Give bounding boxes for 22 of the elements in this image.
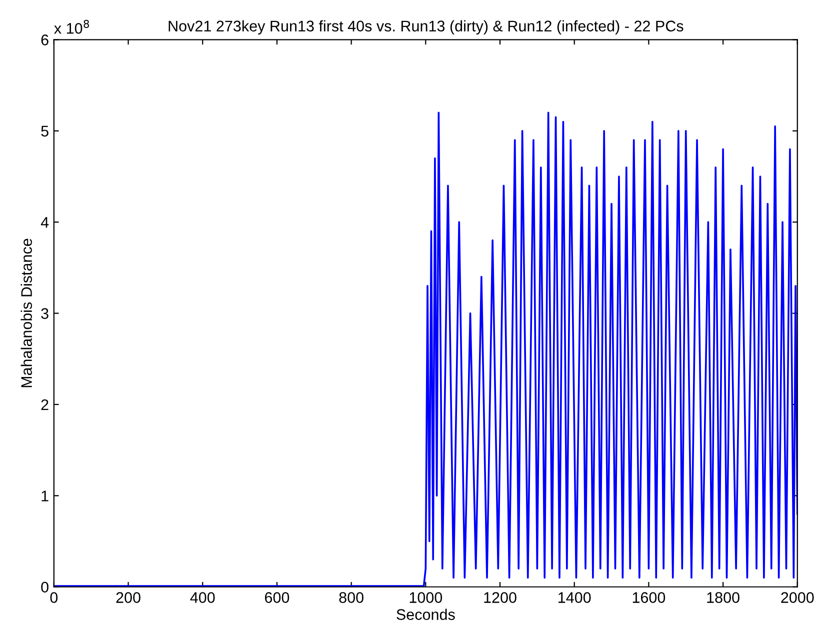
- x-tick-label: 1600: [632, 592, 666, 603]
- y-tick-label: 2: [41, 399, 48, 410]
- x-tick-label: 400: [190, 592, 215, 603]
- x-tick-label: 1400: [558, 592, 591, 603]
- x-tick-label: 200: [116, 592, 140, 603]
- y-tick-label: 6: [41, 34, 48, 46]
- y-tick-label: 1: [42, 490, 48, 502]
- x-tick-label: 0: [50, 592, 58, 603]
- chart-title: Nov21 273key Run13 first 40s vs. Run13 (dirty) & Run12 (infected) - 22 PCs: [168, 20, 684, 35]
- x-tick-label: 1200: [484, 592, 516, 603]
- x-tick-label: 800: [339, 592, 364, 603]
- x-tick-label: 1000: [410, 592, 442, 603]
- text: x 10$^{8}$: [54, 20, 90, 34]
- y-tick-label: 0: [41, 582, 48, 593]
- x-tick-label: 2000: [781, 592, 814, 603]
- y-axis-title: Mahalanobis Distance: [20, 238, 32, 388]
- x-tick-label: 1800: [707, 592, 740, 603]
- y-tick-label: 4: [40, 217, 49, 228]
- x-axis-title: Seconds: [396, 608, 455, 620]
- x-tick-label: 600: [264, 592, 290, 603]
- y-tick-label: 5: [41, 126, 48, 137]
- y-tick-label: 3: [41, 308, 48, 319]
